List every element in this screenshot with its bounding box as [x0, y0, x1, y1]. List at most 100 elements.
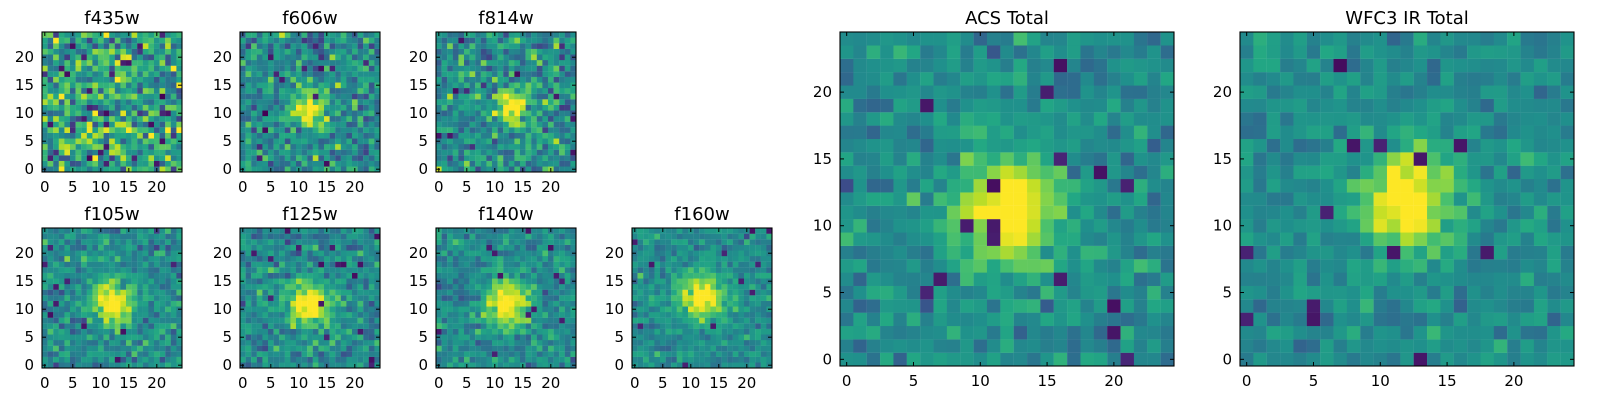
heatmap-cell: [268, 88, 274, 94]
heatmap-cell: [447, 272, 453, 279]
heatmap-cell: [525, 261, 532, 268]
heatmap-cell: [760, 317, 767, 324]
heatmap-cell: [245, 155, 252, 161]
heatmap-cell: [531, 60, 537, 66]
heatmap-cell: [514, 132, 521, 139]
heatmap-cell: [86, 250, 93, 257]
heatmap-cell: [352, 328, 358, 335]
heatmap-cell: [755, 289, 761, 296]
heatmap-cell: [564, 132, 571, 139]
heatmap-cell: [853, 352, 867, 367]
heatmap-cell: [329, 54, 336, 61]
heatmap-cell: [1067, 312, 1081, 327]
heatmap-cell: [665, 261, 672, 268]
heatmap-cell: [497, 104, 504, 111]
heatmap-cell: [503, 272, 509, 279]
heatmap-cell: [120, 166, 127, 173]
heatmap-cell: [148, 160, 155, 167]
heatmap-cell: [525, 37, 532, 44]
heatmap-cell: [654, 334, 661, 341]
heatmap-cell: [564, 116, 571, 122]
heatmap-cell: [329, 155, 336, 161]
heatmap-cell: [508, 76, 515, 83]
heatmap-cell: [324, 54, 330, 61]
heatmap-cell: [159, 328, 166, 335]
heatmap-cell: [92, 351, 99, 357]
heatmap-cell: [564, 60, 571, 66]
heatmap-cell: [721, 312, 728, 318]
heatmap-cell: [75, 340, 82, 346]
heatmap-cell: [352, 284, 358, 290]
heatmap-cell: [564, 306, 571, 313]
heatmap-cell: [256, 99, 263, 105]
heatmap-cell: [363, 144, 369, 150]
heatmap-cell: [475, 278, 481, 285]
heatmap-cell: [755, 239, 761, 245]
x-tick-label: 20: [147, 178, 166, 196]
heatmap-cell: [704, 356, 711, 363]
heatmap-cell: [81, 317, 87, 324]
heatmap-cell: [660, 295, 666, 301]
heatmap-cell: [340, 127, 347, 133]
heatmap-cell: [632, 356, 638, 363]
heatmap-cell: [721, 272, 728, 279]
heatmap-cell: [520, 76, 526, 83]
heatmap-cell: [654, 351, 661, 357]
heatmap-cell: [296, 256, 302, 262]
heatmap-cell: [301, 166, 308, 173]
heatmap-cell: [131, 261, 138, 268]
heatmap-cell: [525, 295, 532, 301]
heatmap-cell: [296, 60, 302, 66]
heatmap-cell: [749, 228, 756, 234]
heatmap-cell: [1067, 205, 1081, 220]
heatmap-cell: [732, 328, 739, 335]
heatmap-cell: [75, 289, 82, 296]
heatmap-cell: [732, 261, 739, 268]
heatmap-cell: [307, 244, 313, 251]
heatmap-cell: [81, 362, 87, 369]
heatmap-cell: [262, 356, 269, 363]
heatmap-cell: [58, 256, 65, 262]
heatmap-cell: [329, 334, 336, 341]
heatmap-cell: [525, 54, 532, 61]
heatmap-cell: [148, 351, 155, 357]
heatmap-cell: [301, 295, 308, 301]
heatmap-cell: [256, 37, 263, 44]
heatmap-cell: [98, 121, 104, 128]
heatmap-cell: [154, 312, 160, 318]
heatmap-cell: [363, 160, 369, 167]
heatmap-cell: [1120, 285, 1135, 300]
heatmap-cell: [520, 239, 526, 245]
heatmap-cell: [475, 71, 481, 77]
heatmap-cell: [559, 306, 565, 313]
heatmap-cell: [251, 228, 257, 234]
heatmap-cell: [245, 256, 252, 262]
heatmap-cell: [262, 155, 269, 161]
heatmap-cell: [86, 93, 93, 100]
heatmap-cell: [170, 43, 177, 49]
heatmap-cell: [480, 76, 487, 83]
heatmap-cell: [368, 99, 375, 105]
heatmap-cell: [458, 340, 465, 346]
heatmap-cell: [75, 121, 82, 128]
heatmap-cell: [86, 88, 93, 94]
heatmap-cell: [497, 328, 504, 335]
heatmap-cell: [346, 138, 353, 145]
heatmap-cell: [492, 76, 498, 83]
heatmap-cell: [458, 312, 465, 318]
heatmap-cell: [284, 272, 291, 279]
heatmap-cell: [363, 149, 369, 156]
heatmap-cell: [464, 132, 470, 139]
heatmap-cell: [480, 160, 487, 167]
heatmap-cell: [324, 155, 330, 161]
heatmap-cell: [75, 144, 82, 150]
heatmap-cell: [531, 239, 537, 245]
heatmap-cell: [335, 93, 341, 100]
heatmap-cell: [564, 54, 571, 61]
heatmap-cell: [520, 300, 526, 307]
heatmap-cell: [469, 138, 476, 145]
heatmap-cell: [245, 144, 252, 150]
heatmap-cell: [452, 48, 459, 55]
heatmap-cell: [290, 88, 297, 94]
heatmap-cell: [1120, 339, 1135, 353]
